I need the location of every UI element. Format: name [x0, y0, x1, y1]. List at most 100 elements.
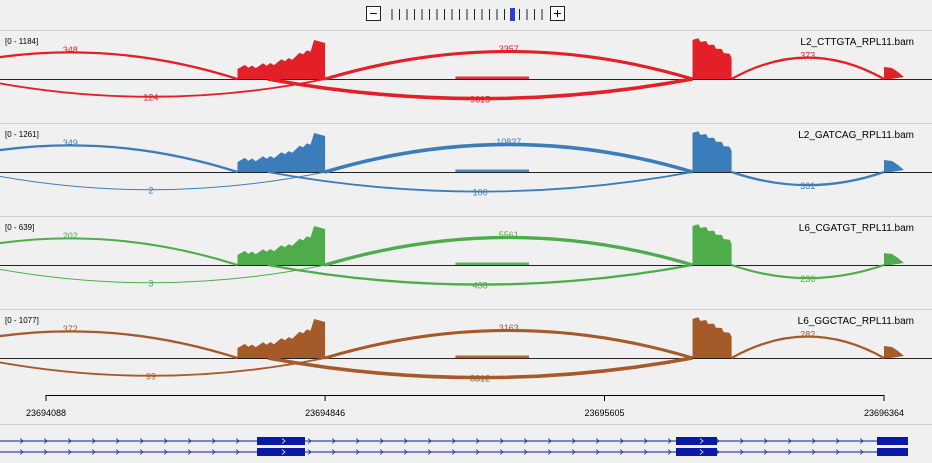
junction-arc[interactable] — [731, 335, 885, 359]
junction-arc[interactable] — [324, 142, 694, 174]
strand-arrow — [379, 449, 384, 455]
junction-arc[interactable] — [731, 170, 885, 187]
track-L6_CGATGT_RPL11.bam: [0 - 639] L6_CGATGT_RPL11.bam 202 5561 3 438 2… — [0, 216, 932, 291]
strand-arrow — [835, 449, 840, 455]
coverage-exon-1 — [237, 225, 326, 265]
zoom-level-thumb[interactable] — [510, 8, 515, 21]
strand-arrow — [835, 438, 840, 444]
ruler-tick-label: 23694088 — [26, 408, 66, 418]
intronic-coverage — [455, 355, 530, 358]
strand-arrow — [379, 438, 384, 444]
junction-arc[interactable] — [731, 56, 885, 81]
junction-arc[interactable] — [0, 357, 326, 377]
junction-arc[interactable] — [324, 49, 693, 81]
strand-arrow — [281, 449, 286, 455]
junction-arc[interactable] — [267, 77, 693, 101]
strand-arrow — [427, 449, 432, 455]
junction-count-label: 236 — [800, 274, 815, 284]
junction-arc[interactable] — [0, 171, 326, 191]
strand-arrow — [763, 438, 768, 444]
junction-arc[interactable] — [0, 78, 326, 98]
strand-arrow — [547, 438, 552, 444]
track-L6_GGCTAC_RPL11.bam: [0 - 1077] L6_GGCTAC_RPL11.bam 372 3163 282 9… — [0, 309, 932, 384]
intronic-coverage — [455, 169, 530, 172]
strand-arrow — [571, 438, 576, 444]
strand-arrow — [163, 449, 168, 455]
track-data-range: [0 - 1077] — [5, 316, 39, 325]
coverage-exon-1 — [237, 318, 326, 358]
strand-arrow — [115, 449, 120, 455]
strand-arrow — [859, 438, 864, 444]
exon-block — [676, 437, 717, 445]
junction-arc[interactable] — [731, 263, 885, 280]
strand-arrow — [619, 438, 624, 444]
strand-arrow — [355, 449, 360, 455]
track-L2_CTTGTA_RPL11.bam: [0 - 1184] L2_CTTGTA_RPL11.bam 348 3357 373 1… — [0, 30, 932, 105]
ruler-tick-label: 23694846 — [305, 408, 345, 418]
strand-arrow — [859, 449, 864, 455]
exon-block — [257, 437, 305, 445]
track-name-label: L6_CGATGT_RPL11.bam — [799, 223, 914, 234]
strand-arrow — [281, 438, 286, 444]
strand-arrow — [403, 438, 408, 444]
strand-arrow — [739, 438, 744, 444]
junction-arc[interactable] — [0, 51, 238, 81]
strand-arrow — [355, 438, 360, 444]
track-name-label: L2_CTTGTA_RPL11.bam — [800, 37, 914, 48]
coverage-exon-1 — [237, 132, 326, 172]
junction-arc[interactable] — [324, 328, 693, 360]
junction-arc[interactable] — [0, 264, 326, 284]
junction-count-label: 124 — [143, 93, 158, 103]
strand-arrow — [211, 449, 216, 455]
zoom-out-button[interactable]: − — [366, 5, 381, 21]
minus-icon: − — [369, 5, 378, 21]
junction-count-label: 10827 — [496, 137, 521, 147]
intronic-coverage — [455, 262, 530, 265]
junction-count-label: 3357 — [499, 44, 519, 54]
strand-arrow — [187, 438, 192, 444]
gene-model-track[interactable] — [0, 430, 932, 463]
strand-arrow — [523, 438, 528, 444]
zoom-level-slider[interactable] — [390, 8, 545, 21]
genomic-ruler: 23694088 23694846 23695605 23696364 — [0, 395, 932, 425]
strand-arrow — [67, 449, 72, 455]
strand-arrow — [547, 449, 552, 455]
transcript-row[interactable] — [0, 437, 908, 445]
coverage-exon-2 — [692, 223, 732, 265]
strand-arrow — [43, 449, 48, 455]
sashimi-tracks: [0 - 1184] L2_CTTGTA_RPL11.bam 348 3357 373 1… — [0, 30, 932, 384]
junction-count-label: 100 — [473, 188, 488, 198]
junction-arc[interactable] — [0, 237, 238, 266]
strand-arrow — [139, 438, 144, 444]
transcript-row[interactable] — [0, 448, 908, 456]
junction-count-label: 282 — [800, 329, 815, 339]
junction-arc[interactable] — [267, 356, 693, 380]
junction-arc[interactable] — [0, 144, 238, 174]
strand-arrow — [91, 438, 96, 444]
strand-arrow — [139, 449, 144, 455]
strand-arrow — [643, 449, 648, 455]
strand-arrow — [19, 449, 24, 455]
strand-arrow — [475, 438, 480, 444]
coverage-exon-1 — [237, 39, 326, 79]
junction-arc[interactable] — [267, 263, 693, 286]
junction-count-label: 438 — [473, 281, 488, 291]
strand-arrow — [163, 438, 168, 444]
junction-arc[interactable] — [0, 330, 238, 360]
strand-arrow — [499, 449, 504, 455]
zoom-in-button[interactable]: + — [550, 5, 565, 21]
strand-arrow — [427, 438, 432, 444]
junction-count-label: 9615 — [470, 95, 490, 105]
junction-count-label: 331 — [800, 181, 815, 191]
strand-arrow — [619, 449, 624, 455]
strand-arrow — [667, 438, 672, 444]
coverage-exon-3 — [884, 160, 904, 172]
junction-arc[interactable] — [324, 235, 693, 267]
exon-block — [257, 448, 305, 456]
junction-arc[interactable] — [267, 171, 693, 193]
exon-block — [676, 448, 717, 456]
strand-arrow — [595, 449, 600, 455]
coverage-exon-2 — [692, 130, 732, 172]
strand-arrow — [187, 449, 192, 455]
strand-arrow — [475, 449, 480, 455]
